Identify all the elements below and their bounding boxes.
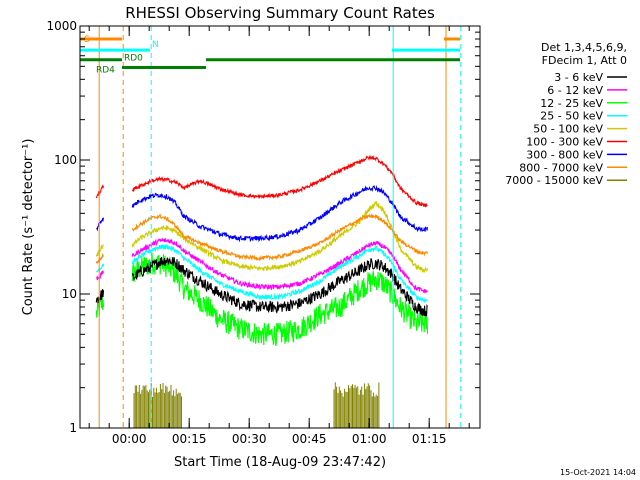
legend-header: Det 1,3,4,5,6,9, — [541, 41, 627, 54]
legend-label: 6 - 12 keV — [547, 84, 603, 97]
series-line-100-300-kev — [95, 154, 428, 208]
chart-axes: 1 10 100 1000 00:00 00:15 00:30 00:45 01:00 01:15 — [46, 19, 481, 446]
legend-label: 100 - 300 keV — [526, 136, 603, 149]
chart-title: RHESSI Observing Summary Count Rates — [125, 4, 435, 22]
x-tick-label: 00:15 — [172, 432, 207, 446]
y-tick-label: 100 — [54, 153, 77, 167]
legend-header: FDecim 1, Att 0 — [542, 54, 627, 67]
legend-label: 300 - 800 keV — [526, 148, 603, 161]
plot-timestamp: 15-Oct-2021 14:04 — [560, 468, 636, 477]
y-tick-label: 10 — [62, 287, 77, 301]
legend-label: 800 - 7000 keV — [519, 161, 603, 174]
series-line-300-800-kev — [96, 185, 429, 243]
series-line-25-50-kev — [96, 243, 428, 303]
x-tick-label: 00:45 — [292, 432, 327, 446]
flag-label: RD0 — [124, 54, 143, 64]
legend-label: 3 - 6 keV — [554, 71, 603, 84]
y-axis-label: Count Rate (s⁻¹ detector⁻¹) — [21, 139, 36, 316]
x-axis-label: Start Time (18-Aug-09 23:47:42) — [174, 455, 386, 470]
legend: Det 1,3,4,5,6,9,FDecim 1, Att 0 3 - 6 keV… — [505, 41, 627, 187]
series-line-3-6-kev — [95, 257, 428, 317]
x-tick-label: 00:00 — [112, 432, 147, 446]
state-flag-bars: S N RD0 RD4 — [80, 35, 460, 76]
legend-label: 25 - 50 keV — [540, 110, 603, 123]
legend-label: 50 - 100 keV — [533, 123, 603, 136]
series-line-6-12-kev — [96, 237, 428, 294]
x-tick-label: 00:30 — [232, 432, 267, 446]
y-tick-label: 1000 — [46, 19, 77, 33]
x-tick-label: 01:00 — [352, 432, 387, 446]
y-tick-label: 1 — [69, 421, 77, 435]
series-traces — [95, 154, 429, 428]
series-bursts-7000-15000-kev — [133, 382, 380, 428]
flag-label: N — [152, 40, 159, 50]
plot-frame — [79, 25, 481, 429]
legend-label: 12 - 25 keV — [540, 97, 603, 110]
flag-label: S — [84, 35, 90, 45]
flag-label: RD4 — [96, 66, 115, 76]
series-line-12-25-kev — [95, 252, 429, 347]
x-tick-label: 01:15 — [412, 432, 447, 446]
legend-label: 7000 - 15000 keV — [505, 174, 603, 187]
series-line-50-100-kev — [95, 201, 429, 274]
series-line-800-7000-kev — [95, 212, 429, 264]
